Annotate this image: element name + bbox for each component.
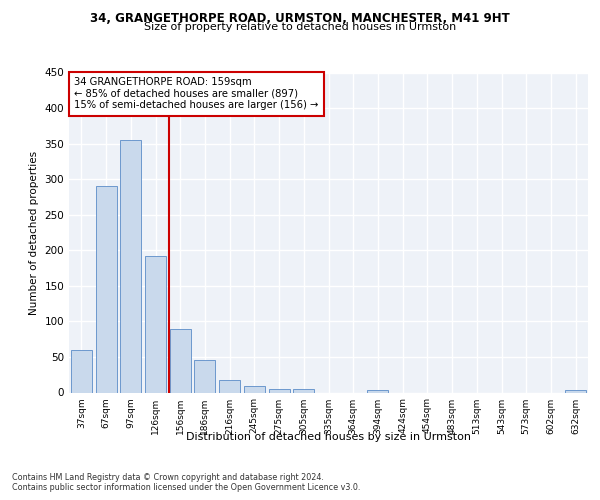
Bar <box>71 350 92 393</box>
Bar <box>194 360 215 392</box>
Bar <box>219 380 240 392</box>
Text: Contains HM Land Registry data © Crown copyright and database right 2024.
Contai: Contains HM Land Registry data © Crown c… <box>12 472 361 492</box>
Bar <box>293 389 314 392</box>
Bar <box>170 328 191 392</box>
Bar <box>95 186 116 392</box>
Y-axis label: Number of detached properties: Number of detached properties <box>29 150 39 314</box>
Text: 34, GRANGETHORPE ROAD, URMSTON, MANCHESTER, M41 9HT: 34, GRANGETHORPE ROAD, URMSTON, MANCHEST… <box>90 12 510 26</box>
Bar <box>367 390 388 392</box>
Bar <box>120 140 141 392</box>
Text: Size of property relative to detached houses in Urmston: Size of property relative to detached ho… <box>144 22 456 32</box>
Bar <box>145 256 166 392</box>
Bar <box>269 389 290 392</box>
Bar <box>565 390 586 392</box>
Bar <box>244 386 265 392</box>
Text: Distribution of detached houses by size in Urmston: Distribution of detached houses by size … <box>187 432 472 442</box>
Text: 34 GRANGETHORPE ROAD: 159sqm
← 85% of detached houses are smaller (897)
15% of s: 34 GRANGETHORPE ROAD: 159sqm ← 85% of de… <box>74 78 319 110</box>
